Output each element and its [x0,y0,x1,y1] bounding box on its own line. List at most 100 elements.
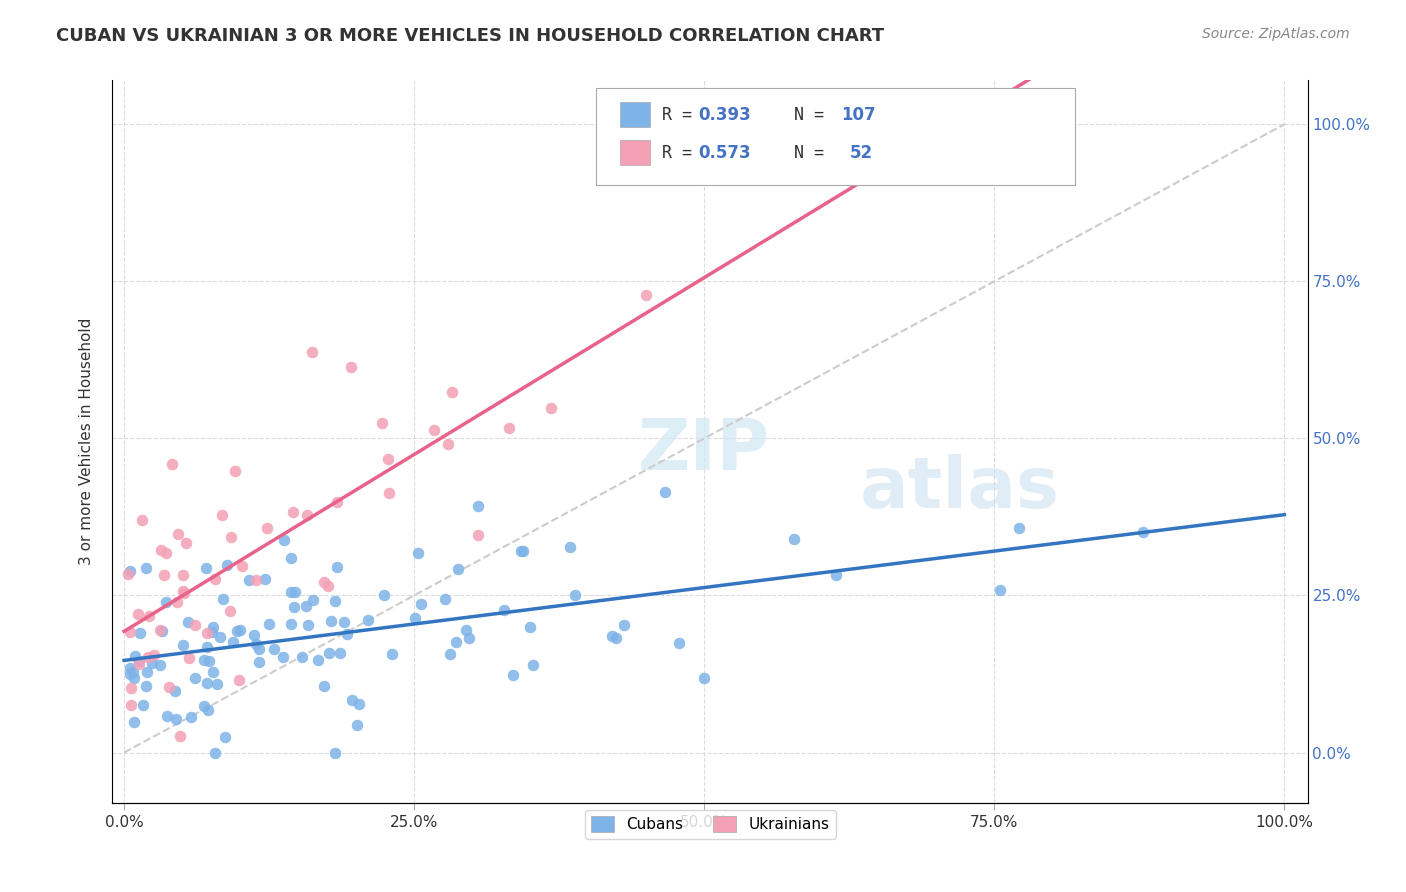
Point [209,630,232,644]
Point [238,573,260,587]
Point [540,401,562,415]
Point [173,586,195,600]
Point [693,671,716,685]
Point [141,656,163,670]
Point [323,746,346,760]
Point [117,566,139,581]
Point [204,572,226,586]
Point [245,574,267,588]
Text: 107: 107 [842,106,876,124]
Point [211,508,233,523]
Point [302,592,325,607]
Point [128,657,150,671]
Point [307,653,329,667]
Point [172,638,194,652]
Point [193,698,215,713]
Point [326,495,349,509]
Point [281,505,304,519]
Point [174,536,197,550]
Point [381,647,404,661]
Point [444,634,467,648]
Text: CUBAN VS UKRAINIAN 3 OR MORE VEHICLES IN HOUSEHOLD CORRELATION CHART: CUBAN VS UKRAINIAN 3 OR MORE VEHICLES IN… [56,27,884,45]
Point [605,631,627,645]
Point [197,654,219,668]
Point [314,679,336,693]
Point [668,636,690,650]
Point [347,698,370,712]
Point [256,521,278,535]
Point [118,666,141,681]
Point [280,551,302,566]
Point [136,649,159,664]
Point [180,710,202,724]
Point [254,572,277,586]
Point [148,623,170,637]
Point [1007,521,1029,535]
Point [271,650,294,665]
Point [135,665,157,680]
Point [263,641,285,656]
Point [436,437,458,451]
FancyBboxPatch shape [596,87,1074,185]
Point [201,665,224,679]
Legend: Cubans, Ukrainians: Cubans, Ukrainians [585,810,835,838]
Point [371,416,394,430]
Point [183,671,205,685]
Point [325,594,347,608]
Point [150,624,173,638]
Point [193,653,215,667]
Point [131,512,153,526]
Point [273,533,295,547]
Point [377,451,399,466]
Point [214,730,236,744]
Point [135,560,157,574]
Point [224,464,246,478]
Point [1132,524,1154,539]
Point [564,588,586,602]
Point [195,626,218,640]
Point [129,625,152,640]
Point [636,288,658,302]
Point [245,637,267,651]
Point [128,654,150,668]
Point [280,585,302,599]
Point [169,729,191,743]
Text: atlas: atlas [859,454,1060,524]
Text: 0.573: 0.573 [699,144,751,161]
Point [118,624,141,639]
Point [284,585,307,599]
Text: ZIP: ZIP [638,417,770,485]
Point [122,671,145,685]
Point [433,591,456,606]
Text: N =: N = [793,106,834,124]
Point [172,583,194,598]
Point [342,693,364,707]
Point [340,360,363,375]
Point [202,619,225,633]
Point [519,620,541,634]
Point [229,624,252,638]
Point [326,559,349,574]
Point [247,655,270,669]
Point [156,709,179,723]
Point [301,345,323,359]
Point [357,613,380,627]
Text: R =: R = [662,106,702,124]
Point [295,508,318,522]
Point [257,616,280,631]
Point [195,640,218,655]
Point [290,650,312,665]
Point [228,673,250,687]
Text: 0.393: 0.393 [699,106,751,124]
Point [211,592,233,607]
Point [138,608,160,623]
Point [195,676,218,690]
Point [135,679,157,693]
Point [177,651,200,665]
Point [221,634,243,648]
Point [312,574,335,589]
Point [122,665,145,680]
Point [510,544,533,558]
Point [124,715,146,730]
Point [373,588,395,602]
